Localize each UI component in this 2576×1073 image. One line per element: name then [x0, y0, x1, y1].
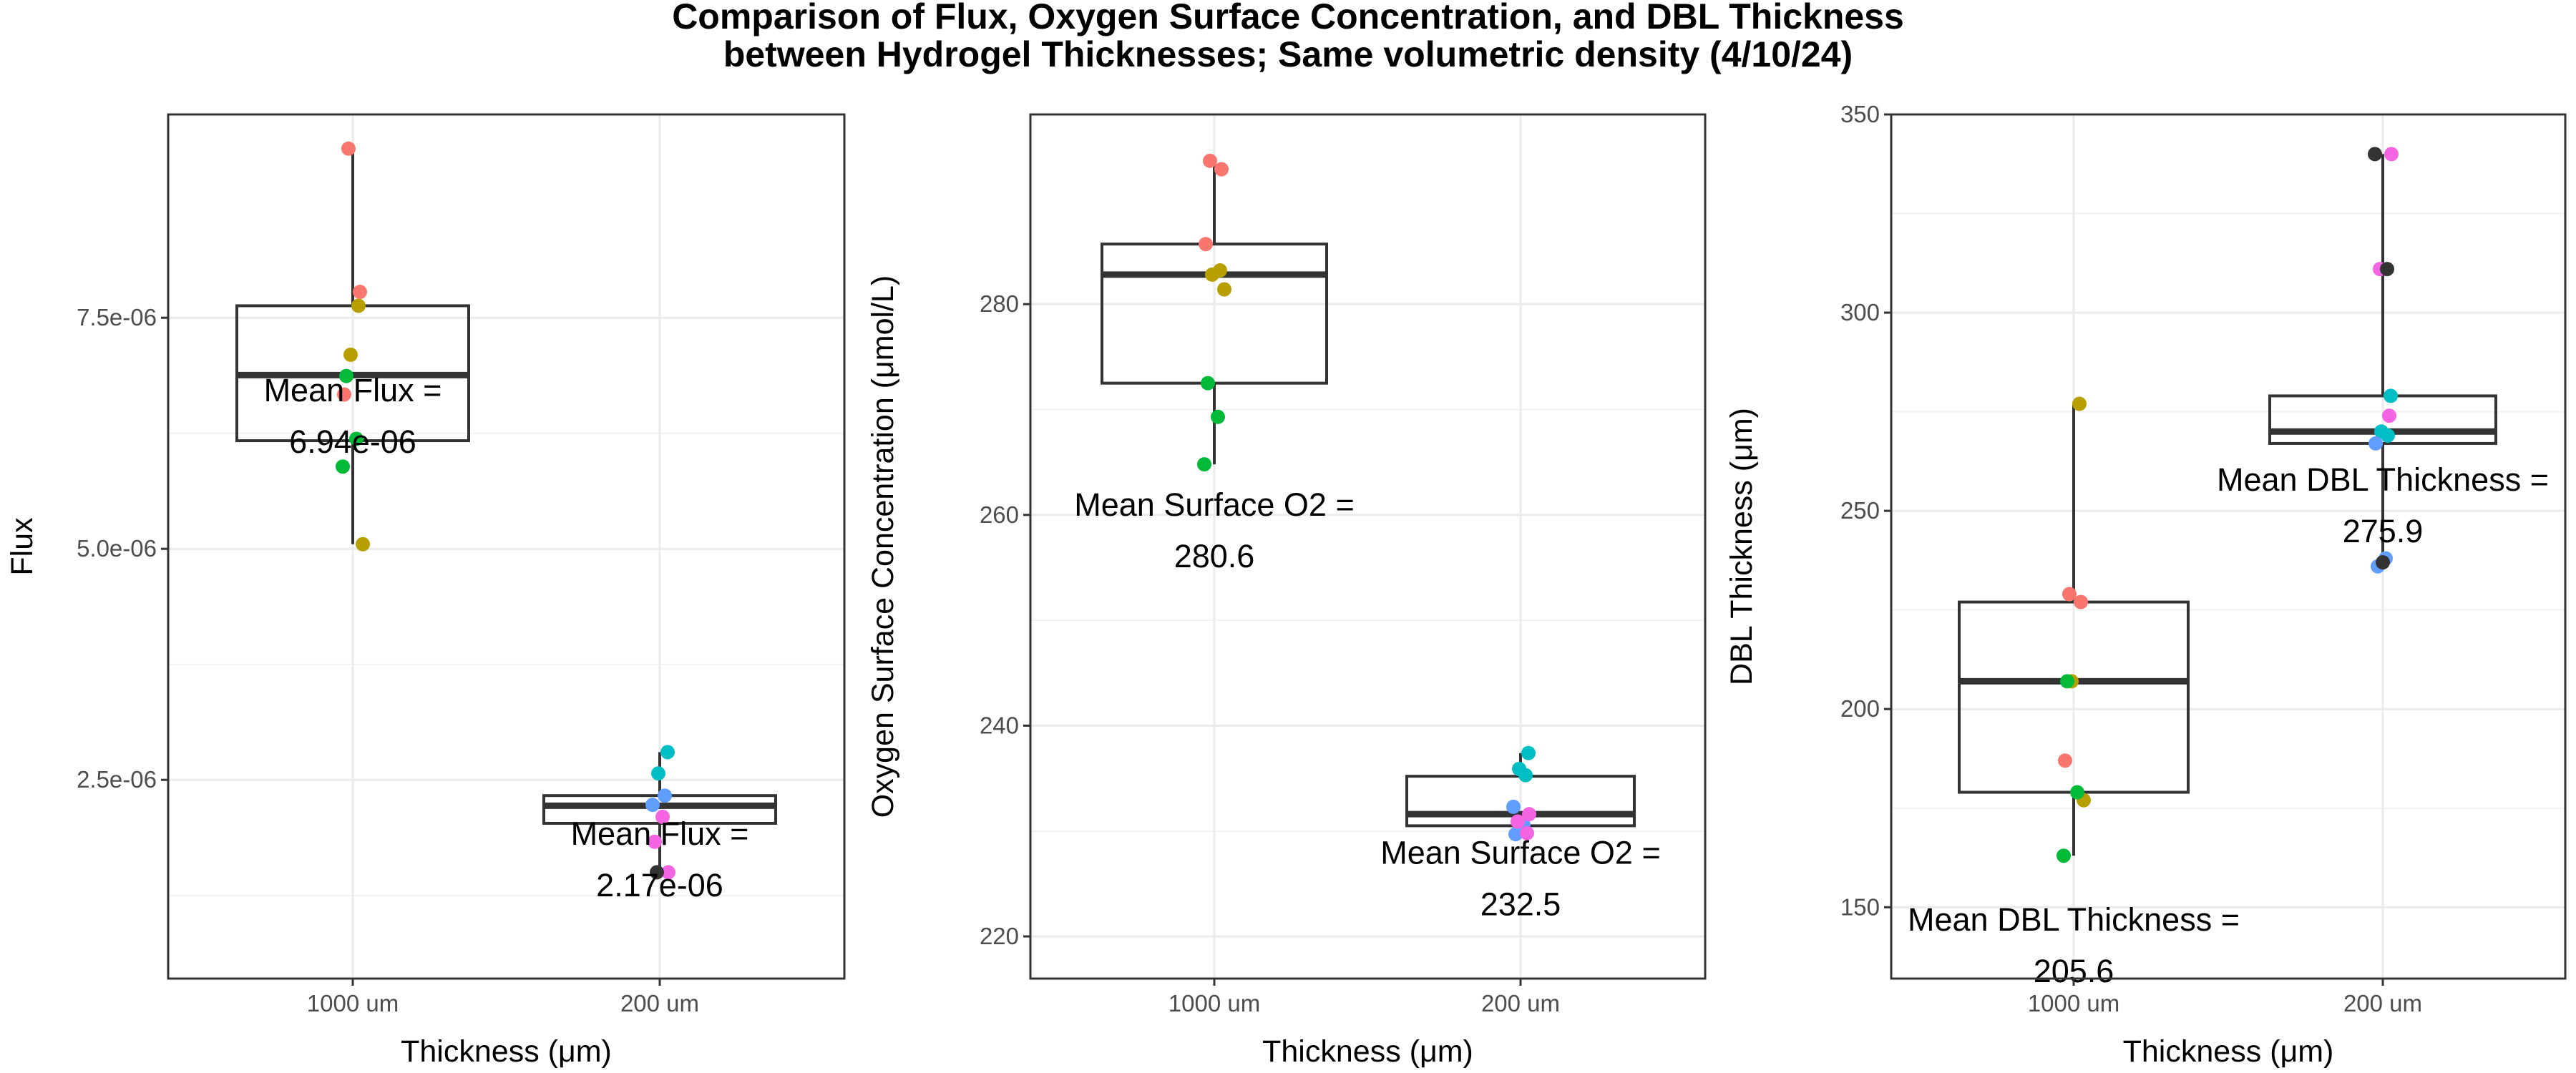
data-point	[2062, 587, 2077, 602]
x-tick-label: 200 um	[1481, 990, 1560, 1016]
x-tick-label: 200 um	[2343, 990, 2422, 1016]
data-point	[1506, 799, 1521, 814]
y-tick-label: 250	[1840, 497, 1880, 524]
data-point	[1211, 409, 1225, 424]
data-point	[1217, 282, 1231, 297]
data-point	[645, 798, 660, 813]
data-point	[1522, 807, 1536, 822]
data-point	[341, 141, 356, 156]
mean-annotation-label: Mean DBL Thickness =	[2217, 461, 2549, 498]
data-point	[2381, 428, 2395, 443]
data-point	[336, 459, 350, 474]
mean-annotation-label: Mean Surface O2 =	[1380, 834, 1660, 871]
y-axis-title: DBL Thickness (μm)	[1724, 408, 1759, 685]
mean-annotation-value: 2.17e-06	[596, 867, 723, 903]
panel-1: Mean Flux = 6.94e-06 Mean Flux = 2.17e-06 2.…	[5, 113, 846, 1069]
data-point	[650, 865, 664, 880]
panel-border	[1029, 113, 1707, 980]
mean-annotation-value: 280.6	[1174, 538, 1255, 574]
data-point	[660, 745, 675, 760]
data-point	[648, 834, 662, 849]
data-point	[655, 809, 670, 824]
data-point	[343, 347, 358, 362]
y-tick-label: 300	[1840, 299, 1880, 325]
y-tick-label: 240	[980, 712, 1019, 738]
x-tick-label: 1000 um	[2028, 990, 2119, 1016]
data-point	[349, 431, 364, 446]
data-point	[351, 298, 366, 313]
data-point	[2074, 594, 2088, 609]
y-tick-label: 200	[1840, 695, 1880, 722]
data-point	[1199, 237, 1213, 252]
data-point	[2060, 674, 2074, 689]
data-point	[2058, 753, 2072, 768]
data-point	[658, 788, 672, 803]
y-axis-title: Flux	[5, 517, 39, 576]
data-point	[1201, 376, 1215, 391]
mean-annotation-value: 275.9	[2343, 513, 2424, 549]
data-point	[1520, 825, 1534, 841]
y-tick-label: 5.0e-06	[77, 535, 157, 562]
x-axis-title: Thickness (μm)	[401, 1034, 612, 1069]
data-point	[2057, 848, 2071, 863]
chart-title-line2: between Hydrogel Thicknesses; Same volum…	[723, 34, 1853, 74]
x-tick-label: 200 um	[620, 990, 699, 1016]
data-point	[1518, 768, 1533, 783]
mean-annotation-value: 6.94e-06	[289, 423, 416, 460]
panel-border	[167, 113, 846, 980]
data-point	[1521, 745, 1536, 760]
x-tick-label: 1000 um	[307, 990, 399, 1016]
box-iqr-1	[1958, 600, 2190, 794]
x-tick-label: 1000 um	[1169, 990, 1260, 1016]
data-point	[1203, 153, 1217, 168]
data-point	[2384, 388, 2398, 403]
data-point	[1197, 457, 1211, 472]
panels-group: Mean Flux = 6.94e-06 Mean Flux = 2.17e-06 2.…	[5, 101, 2567, 1069]
data-point	[2368, 147, 2382, 162]
y-tick-label: 280	[980, 290, 1019, 317]
y-tick-label: 150	[1840, 893, 1880, 920]
data-point	[2376, 555, 2390, 570]
box-iqr-1	[1101, 242, 1328, 385]
x-axis-title: Thickness (μm)	[1262, 1034, 1473, 1069]
data-point	[2072, 396, 2087, 411]
x-axis-title: Thickness (μm)	[2123, 1034, 2334, 1069]
data-point	[2380, 262, 2394, 277]
data-point	[337, 387, 351, 402]
y-tick-label: 260	[980, 501, 1019, 528]
data-point	[2384, 147, 2399, 162]
mean-annotation-label: Mean DBL Thickness =	[1908, 901, 2240, 938]
y-axis-title: Oxygen Surface Concentration (μmol/L)	[866, 275, 900, 818]
mean-annotation-label: Mean Flux =	[264, 372, 442, 408]
data-point	[1508, 827, 1523, 842]
y-tick-label: 7.5e-06	[77, 304, 157, 330]
data-point	[1511, 814, 1525, 829]
data-point	[339, 368, 353, 383]
mean-annotation-value: 232.5	[1480, 886, 1561, 922]
data-point	[356, 536, 370, 552]
mean-annotation-label: Mean Flux =	[571, 815, 749, 852]
y-tick-label: 2.5e-06	[77, 766, 157, 793]
mean-annotation-label: Mean Surface O2 =	[1074, 486, 1354, 523]
data-point	[2382, 408, 2396, 423]
data-point	[1214, 162, 1229, 177]
data-point	[651, 766, 665, 781]
data-point	[1205, 267, 1219, 282]
panel-2: Mean Surface O2 = 280.6 Mean Surface O2 = 2…	[866, 113, 1707, 1069]
chart-title-line1: Comparison of Flux, Oxygen Surface Conce…	[672, 0, 1904, 36]
data-point	[2070, 785, 2084, 800]
y-tick-label: 220	[980, 923, 1019, 949]
data-point	[2368, 436, 2383, 451]
data-point	[661, 865, 675, 880]
data-point	[353, 285, 367, 300]
panel-border	[1890, 113, 2567, 980]
y-tick-label: 350	[1840, 101, 1880, 127]
